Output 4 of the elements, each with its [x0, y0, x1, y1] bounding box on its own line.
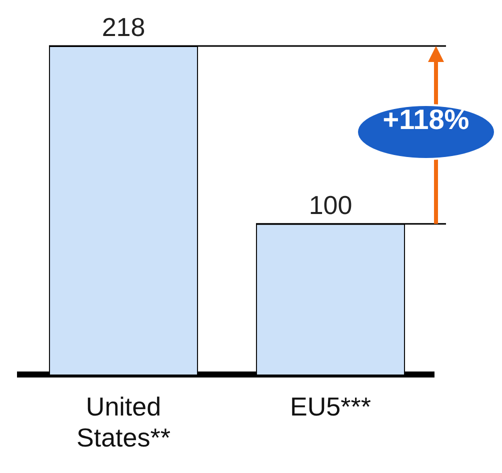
data-label: 218: [102, 12, 146, 42]
x-tick-label: EU5***: [290, 391, 371, 422]
x-tick-label: United States**: [76, 391, 170, 453]
data-label: 100: [308, 190, 352, 220]
